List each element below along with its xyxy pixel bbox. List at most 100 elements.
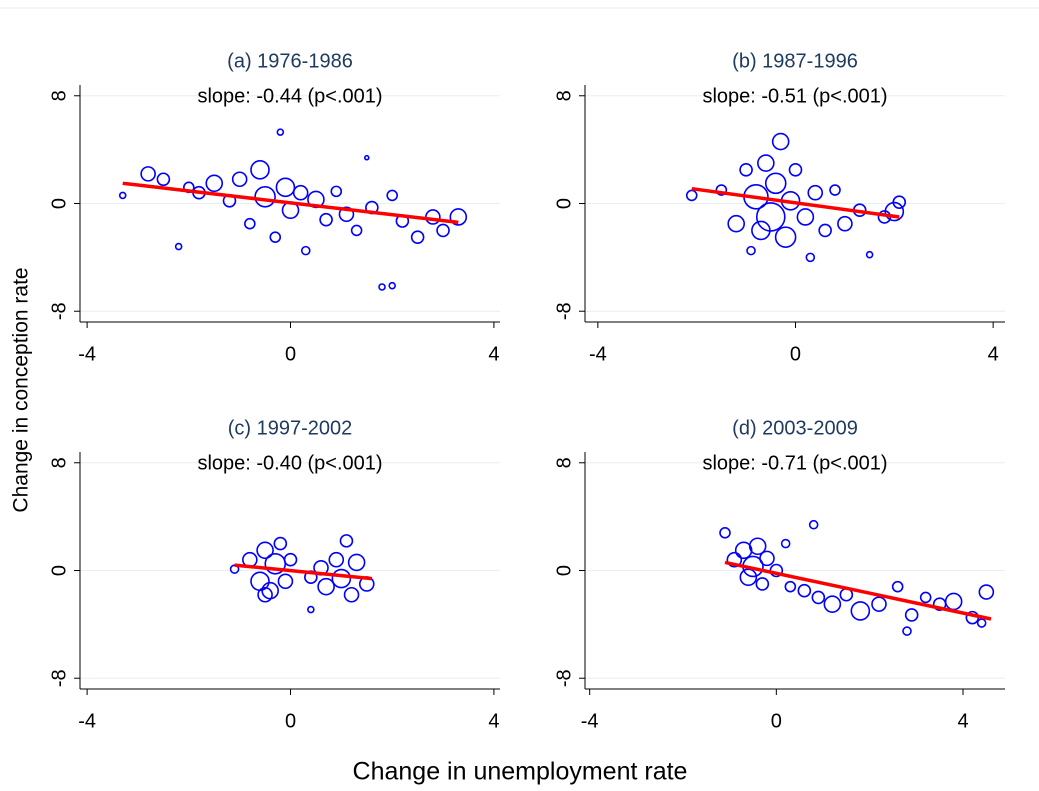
bubble [386, 189, 399, 202]
fit-line [724, 560, 992, 621]
bubble [805, 252, 816, 263]
bubble [307, 605, 315, 614]
bubble [755, 577, 770, 591]
y-tick-label: 8 [553, 457, 575, 468]
x-tick-label: 0 [285, 343, 296, 365]
x-tick-label: -4 [78, 343, 96, 365]
bubble [818, 223, 832, 238]
y-tick-label: 0 [48, 198, 70, 209]
bubble [256, 541, 274, 560]
bubble [347, 553, 366, 572]
bubble [807, 184, 824, 201]
bubble [811, 590, 826, 605]
bubble [317, 577, 335, 596]
bubble [892, 195, 907, 209]
x-tick-label: -4 [581, 710, 599, 732]
bubble [829, 184, 841, 196]
bubble [328, 551, 345, 568]
panel-subtitle: slope: -0.51 (p<.001) [702, 85, 887, 107]
panel-title: (a) 1976-1986 [227, 50, 353, 72]
bubble [425, 209, 441, 225]
bubble [788, 163, 803, 177]
y-tick-label: 8 [553, 90, 575, 101]
fit-line [234, 563, 373, 581]
panel-subtitle: slope: -0.71 (p<.001) [702, 452, 887, 474]
bubble [338, 206, 355, 223]
bubble [388, 281, 397, 290]
x-tick-label: 0 [285, 710, 296, 732]
bubble [891, 580, 904, 593]
x-tick-label: -4 [78, 710, 96, 732]
fit-line [122, 181, 459, 225]
bubble [780, 538, 791, 549]
bubble [739, 568, 758, 587]
bubble [764, 172, 787, 195]
bubble [871, 596, 887, 612]
bubble [140, 166, 156, 182]
bubble [449, 208, 468, 226]
bubble [837, 215, 853, 232]
y-tick-label: 8 [48, 457, 70, 468]
bubble [156, 172, 171, 187]
y-axis-label: Change in conception rate [10, 267, 33, 512]
bubble [715, 184, 728, 196]
bubble [339, 534, 354, 548]
bubble [796, 208, 815, 226]
bubble [300, 245, 311, 256]
panel-title: (d) 2003-2009 [732, 417, 858, 439]
bubble [797, 583, 812, 598]
bubble [685, 189, 698, 202]
bubble [884, 201, 905, 222]
y-tick-label: -8 [553, 669, 575, 687]
bubble [727, 214, 746, 233]
x-tick-label: 0 [790, 343, 801, 365]
y-tick-label: -8 [553, 302, 575, 320]
bubble [865, 250, 874, 259]
panel-subtitle: slope: -0.44 (p<.001) [197, 85, 382, 107]
bubble [746, 245, 756, 256]
bubble [254, 185, 276, 208]
x-tick-label: 0 [771, 710, 782, 732]
bubble [410, 230, 425, 244]
bubble [292, 184, 309, 201]
bubble [363, 154, 370, 161]
bubble [739, 163, 753, 177]
x-tick-label: 4 [957, 710, 968, 732]
bubble [118, 191, 127, 200]
bubble [719, 526, 731, 539]
y-tick-label: 8 [48, 90, 70, 101]
bubble [273, 536, 288, 551]
bubble [726, 551, 743, 568]
fit-line [691, 186, 900, 219]
bubble [436, 223, 450, 238]
bubble [343, 586, 360, 603]
panel-subtitle: slope: -0.40 (p<.001) [197, 452, 382, 474]
bubble [331, 568, 352, 589]
bubble [850, 601, 871, 621]
bubble [319, 212, 333, 227]
bubble [748, 537, 767, 556]
x-tick-label: -4 [589, 343, 607, 365]
bubble [902, 626, 912, 636]
y-tick-label: -8 [48, 302, 70, 320]
y-tick-label: 0 [553, 198, 575, 209]
panel-title: (b) 1987-1996 [732, 50, 858, 72]
bubble [330, 185, 343, 198]
panel-title: (c) 1997-2002 [228, 417, 353, 439]
bubble [976, 618, 987, 628]
bubble [919, 591, 932, 604]
bubble [205, 174, 224, 193]
x-tick-label: 4 [988, 343, 999, 365]
bubble [774, 226, 797, 248]
bubble [978, 584, 995, 600]
x-axis-label: Change in unemployment rate [353, 758, 688, 786]
y-tick-label: 0 [48, 565, 70, 576]
bubble [823, 595, 842, 613]
bubble [755, 202, 786, 232]
bubble [244, 217, 256, 230]
bubble [944, 592, 963, 611]
x-tick-label: 4 [488, 343, 499, 365]
bubble [350, 224, 363, 237]
bubble [784, 580, 797, 593]
